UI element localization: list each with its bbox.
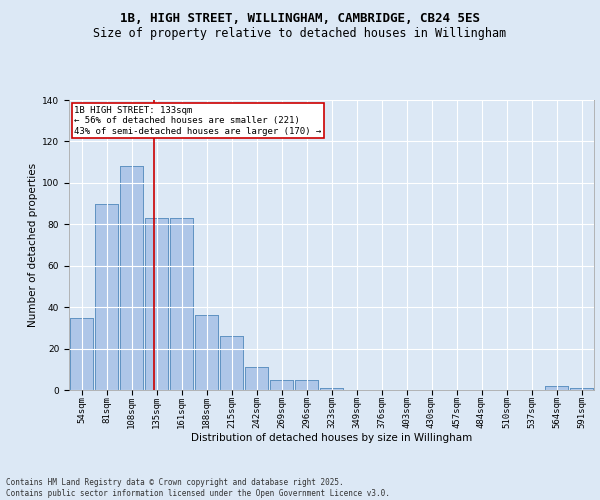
Bar: [269, 380, 293, 390]
Text: 1B HIGH STREET: 133sqm
← 56% of detached houses are smaller (221)
43% of semi-de: 1B HIGH STREET: 133sqm ← 56% of detached…: [74, 106, 322, 136]
Text: 1B, HIGH STREET, WILLINGHAM, CAMBRIDGE, CB24 5ES: 1B, HIGH STREET, WILLINGHAM, CAMBRIDGE, …: [120, 12, 480, 26]
X-axis label: Distribution of detached houses by size in Willingham: Distribution of detached houses by size …: [191, 432, 472, 442]
Bar: [220, 336, 244, 390]
Bar: [170, 218, 193, 390]
Bar: [320, 388, 343, 390]
Bar: [119, 166, 143, 390]
Text: Contains HM Land Registry data © Crown copyright and database right 2025.
Contai: Contains HM Land Registry data © Crown c…: [6, 478, 390, 498]
Bar: [70, 318, 94, 390]
Bar: [269, 380, 293, 390]
Bar: [194, 316, 218, 390]
Bar: [245, 367, 268, 390]
Bar: [145, 218, 169, 390]
Bar: [95, 204, 118, 390]
Bar: [320, 388, 343, 390]
Bar: [220, 336, 244, 390]
Bar: [545, 386, 568, 390]
Bar: [245, 367, 268, 390]
Bar: [295, 380, 319, 390]
Bar: [170, 218, 193, 390]
Bar: [119, 166, 143, 390]
Bar: [545, 386, 568, 390]
Text: Size of property relative to detached houses in Willingham: Size of property relative to detached ho…: [94, 28, 506, 40]
Bar: [295, 380, 319, 390]
Bar: [95, 204, 118, 390]
Bar: [145, 218, 169, 390]
Bar: [569, 388, 593, 390]
Y-axis label: Number of detached properties: Number of detached properties: [28, 163, 38, 327]
Bar: [569, 388, 593, 390]
Bar: [194, 316, 218, 390]
Bar: [70, 318, 94, 390]
